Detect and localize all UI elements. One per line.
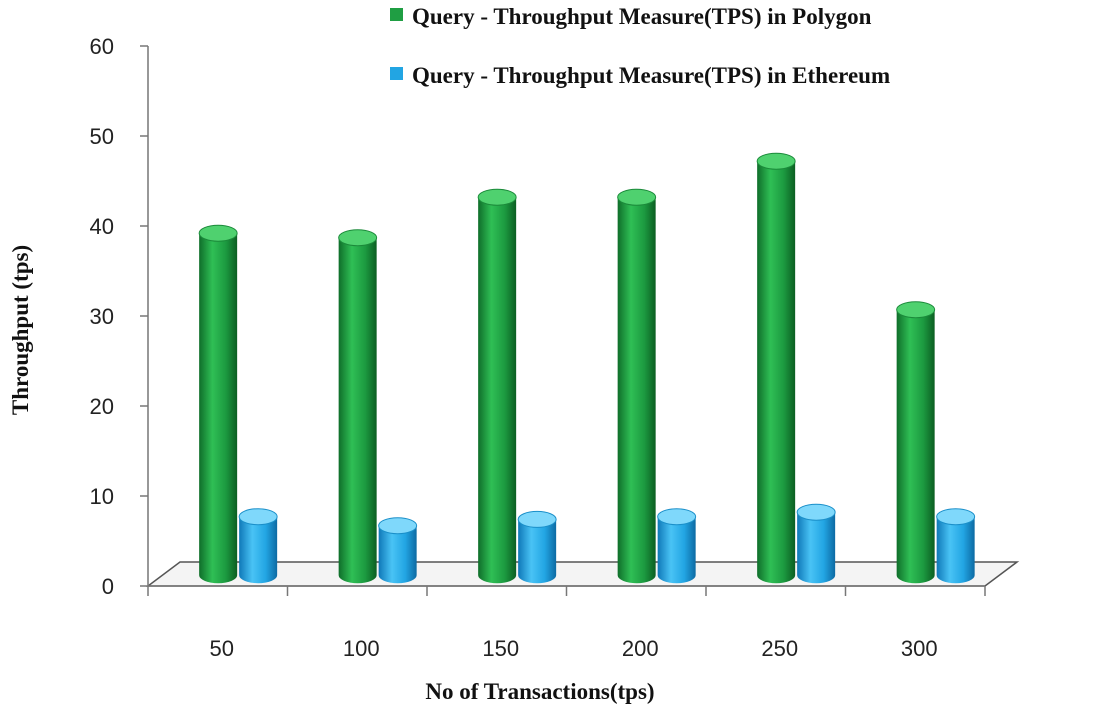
x-tick-label: 150 [482,636,519,661]
bar-top [477,188,517,206]
bar [477,188,517,584]
bar-top [338,229,378,247]
bar-body [797,512,836,584]
y-tick-label: 0 [102,574,114,599]
y-tick-label: 30 [90,304,114,329]
bar [657,508,697,584]
bar-body [657,516,696,584]
legend-label-polygon: Query - Throughput Measure(TPS) in Polyg… [412,4,872,29]
legend: Query - Throughput Measure(TPS) in Polyg… [390,4,890,88]
bar [756,152,796,584]
bar-top [238,508,278,526]
bar-body [338,237,377,584]
x-axis-title: No of Transactions(tps) [425,679,654,704]
y-axis-title: Throughput (tps) [8,245,33,415]
x-tick-label: 300 [901,636,938,661]
bar-body [896,309,935,584]
y-tick-label: 10 [90,484,114,509]
bar-top [756,152,796,170]
bar-body [378,525,417,584]
legend-swatch-polygon [390,8,403,21]
bar [796,503,836,584]
x-tick-label: 250 [761,636,798,661]
bar-top [517,510,557,528]
bar-body [757,161,796,584]
x-tick-label: 50 [210,636,234,661]
bar [517,510,557,584]
bar [338,229,378,584]
bar [617,188,657,584]
x-axis-ticks: 50 100 150 200 250 300 [147,586,986,661]
bar [936,508,976,584]
bar-top [896,301,936,319]
bar [378,517,418,584]
bar-body [617,197,656,584]
bar-body [518,519,557,584]
bar-top [378,517,418,535]
y-tick-label: 40 [90,214,114,239]
bar-body [936,516,975,584]
chart-floor [145,561,1020,587]
x-tick-label: 200 [622,636,659,661]
bar-top [198,224,238,242]
x-tick-label: 100 [343,636,380,661]
legend-label-ethereum: Query - Throughput Measure(TPS) in Ether… [412,63,890,88]
bar-body [478,197,517,584]
bar-top [936,508,976,526]
bar [238,508,278,584]
y-tick-label: 20 [90,394,114,419]
y-tick-label: 60 [90,34,114,59]
y-tick-label: 50 [90,124,114,149]
bar [896,301,936,584]
bars [198,152,976,584]
bar-body [199,233,238,584]
bar-top [796,503,836,521]
bar [198,224,238,584]
bar-body [239,516,278,584]
y-axis-ticks: 0 10 20 30 40 50 60 [90,34,148,599]
legend-swatch-ethereum [390,67,403,80]
bar-top [657,508,697,526]
bar-top [617,188,657,206]
